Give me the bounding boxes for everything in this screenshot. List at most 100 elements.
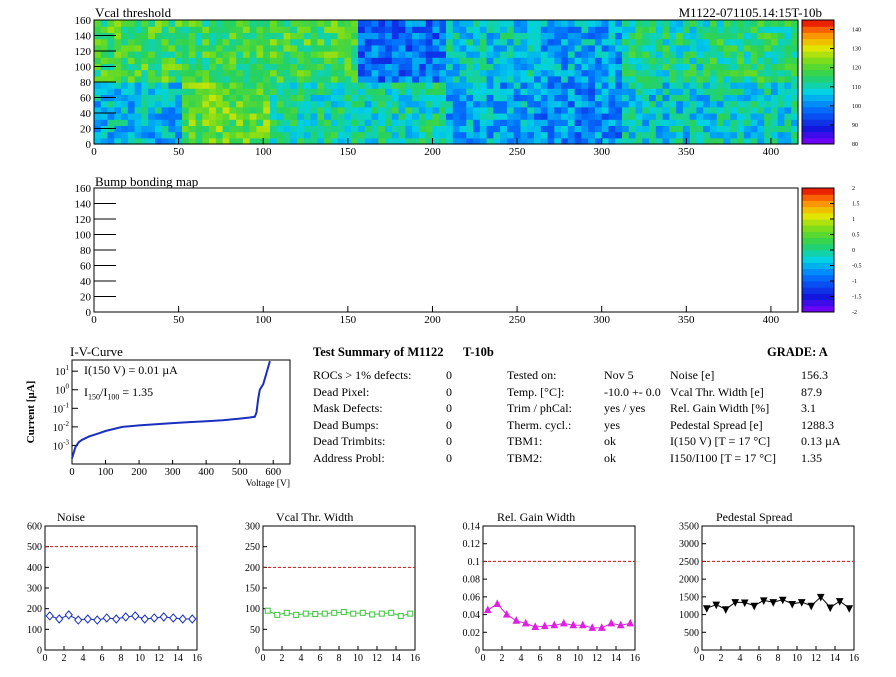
vcal-pixel-cell <box>215 44 224 52</box>
vcal-pixel-cell <box>100 51 109 58</box>
vcal-pixel-cell <box>737 38 745 46</box>
vcal-pixel-cell <box>229 125 237 133</box>
vcal-pixel-cell <box>689 38 698 46</box>
vcal-pixel-cell <box>175 63 183 71</box>
vcal-pixel-cell <box>141 88 149 95</box>
vcal-pixel-cell <box>764 88 772 95</box>
vcal-pixel-cell <box>134 119 142 126</box>
vcal-pixel-cell <box>202 137 210 145</box>
vcal-pixel-cell <box>669 57 677 64</box>
vcal-pixel-cell <box>588 94 596 102</box>
vcal-pixel-cell <box>750 57 758 64</box>
defect-value: 0 <box>446 434 452 448</box>
vcal-pixel-cell <box>581 119 589 126</box>
vcal-pixel-cell <box>682 131 691 139</box>
vcal-pixel-cell <box>696 131 704 139</box>
vcal-pixel-cell <box>412 88 420 95</box>
vcal-pixel-cell <box>358 100 366 108</box>
vcal-pixel-cell <box>662 57 670 64</box>
vcal-pixel-cell <box>168 100 176 108</box>
vcal-pixel-cell <box>100 57 109 64</box>
vcal-pixel-cell <box>534 137 542 145</box>
vcal-pixel-cell <box>182 125 190 133</box>
vcal-pixel-cell <box>378 38 386 46</box>
vcal-pixel-cell <box>310 131 318 139</box>
vcal-pixel-cell <box>236 94 244 102</box>
grade: GRADE: A <box>767 345 828 359</box>
vcal-pixel-cell <box>385 20 393 27</box>
vcal-pixel-cell <box>588 100 596 108</box>
vcal-pixel-cell <box>547 63 555 71</box>
vcal-pixel-cell <box>791 137 799 145</box>
vcal-pixel-cell <box>743 51 752 58</box>
vcal-pixel-cell <box>493 51 501 58</box>
vcal-pixel-cell <box>412 20 420 27</box>
vcal-width-x-tick-label: 0 <box>261 653 266 664</box>
vcal-pixel-cell <box>534 125 542 133</box>
vcal-pixel-cell <box>554 100 562 108</box>
vcal-pixel-cell <box>283 100 291 108</box>
noise-y-tick-label: 0 <box>37 646 42 657</box>
vcal-pixel-cell <box>290 38 298 46</box>
vcal-pixel-cell <box>344 32 352 40</box>
vcal-pixel-cell <box>608 75 616 83</box>
vcal-pixel-cell <box>486 88 494 95</box>
vcal-map-colorbar-band <box>802 57 834 64</box>
vcal-pixel-cell <box>310 100 318 108</box>
vcal-pixel-cell <box>283 106 291 114</box>
vcal-pixel-cell <box>432 125 440 133</box>
vcal-pixel-cell <box>459 119 467 126</box>
vcal-pixel-cell <box>127 125 136 133</box>
vcal-map-colorbar-band <box>802 94 834 102</box>
vcal-pixel-cell <box>615 32 623 40</box>
vcal-pixel-cell <box>351 88 359 95</box>
vcal-pixel-cell <box>446 44 454 52</box>
vcal-pixel-cell <box>506 131 515 139</box>
vcal-pixel-cell <box>358 88 366 95</box>
vcal-pixel-cell <box>601 69 610 77</box>
vcal-pixel-cell <box>730 44 738 52</box>
gain-width-x-tick-label: 16 <box>630 653 640 664</box>
vcal-map-x-tick-label: 200 <box>424 146 441 158</box>
vcal-pixel-cell <box>608 125 616 133</box>
vcal-pixel-cell <box>358 26 366 33</box>
vcal-pixel-cell <box>141 57 149 64</box>
vcal-pixel-cell <box>588 119 596 126</box>
vcal-pixel-cell <box>737 119 745 126</box>
vcal-pixel-cell <box>371 57 379 64</box>
vcal-pixel-cell <box>594 26 603 33</box>
vcal-pixel-cell <box>601 51 610 58</box>
vcal-pixel-cell <box>385 82 393 89</box>
vcal-pixel-cell <box>297 119 305 126</box>
vcal-pixel-cell <box>628 125 637 133</box>
vcal-pixel-cell <box>581 100 589 108</box>
vcal-pixel-cell <box>405 125 413 133</box>
vcal-pixel-cell <box>107 38 115 46</box>
vcal-pixel-cell <box>100 69 109 77</box>
iv-annotation-i150: I(150 V) = 0.01 µA <box>84 363 178 377</box>
vcal-pixel-cell <box>574 119 582 126</box>
vcal-pixel-cell <box>750 51 758 58</box>
vcal-pixel-cell <box>479 75 488 83</box>
vcal-pixel-cell <box>777 69 786 77</box>
vcal-pixel-cell <box>540 51 549 58</box>
vcal-pixel-cell <box>594 69 603 77</box>
vcal-pixel-cell <box>337 88 346 95</box>
vcal-pixel-cell <box>534 69 542 77</box>
vcal-pixel-cell <box>385 125 393 133</box>
vcal-pixel-cell <box>283 113 291 120</box>
vcal-pixel-cell <box>154 51 163 58</box>
vcal-pixel-cell <box>263 113 271 120</box>
vcal-pixel-cell <box>242 69 251 77</box>
vcal-pixel-cell <box>520 106 528 114</box>
vcal-pixel-cell <box>425 63 434 71</box>
vcal-pixel-cell <box>263 20 271 27</box>
vcal-pixel-cell <box>134 106 142 114</box>
vcal-pixel-cell <box>148 51 156 58</box>
vcal-pixel-cell <box>303 51 312 58</box>
vcal-pixel-cell <box>567 113 576 120</box>
vcal-pixel-cell <box>439 82 447 89</box>
vcal-pixel-cell <box>561 75 569 83</box>
vcal-pixel-cell <box>446 38 454 46</box>
